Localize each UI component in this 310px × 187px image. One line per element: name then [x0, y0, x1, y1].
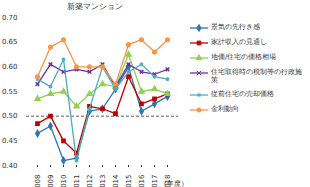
svg-text:2017: 2017 — [151, 175, 159, 187]
html-text:住宅取得時の税制等の行政施策: 住宅取得時の税制等の行政施策 — [211, 68, 302, 84]
svg-text:2014: 2014 — [112, 174, 120, 187]
svg-text:0.40: 0.40 — [2, 162, 18, 170]
html-text:金利動向: 金利動向 — [211, 105, 239, 114]
svg-text:0.45: 0.45 — [2, 137, 18, 145]
svg-text:0.70: 0.70 — [2, 14, 18, 22]
svg-text:（年度）: （年度） — [160, 180, 188, 187]
svg-text:0.55: 0.55 — [2, 88, 18, 96]
html-text:景気の先行き感: 景気の先行き感 — [211, 23, 260, 31]
svg-text:2009: 2009 — [47, 175, 55, 187]
svg-text:2011: 2011 — [73, 175, 81, 187]
svg-text:2013: 2013 — [99, 175, 107, 187]
svg-text:0.50: 0.50 — [2, 112, 18, 120]
svg-text:2010: 2010 — [60, 175, 68, 187]
html-text:家計収入の見通し: 家計収入の見通し — [211, 38, 267, 46]
html-text:新築マンション: 新築マンション — [67, 2, 123, 11]
html-text:地価/住宅の価格相場: 地価/住宅の価格相場 — [211, 53, 277, 61]
html-text:従前住宅の売却価格: 従前住宅の売却価格 — [211, 90, 274, 99]
svg-text:2015: 2015 — [125, 175, 133, 187]
svg-text:2016: 2016 — [138, 174, 146, 187]
svg-text:0.60: 0.60 — [2, 63, 18, 71]
svg-text:2012: 2012 — [86, 175, 94, 187]
svg-text:2008: 2008 — [34, 175, 42, 187]
svg-text:0.65: 0.65 — [2, 38, 18, 46]
